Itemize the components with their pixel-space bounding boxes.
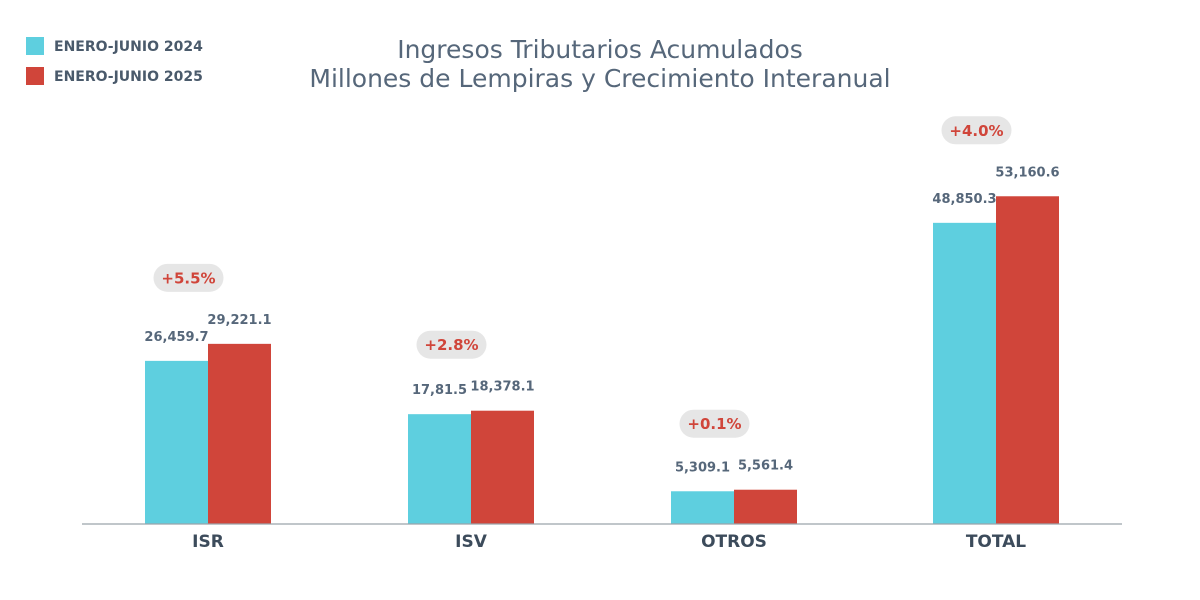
category-label-otros: OTROS <box>701 532 767 552</box>
growth-badge-isr <box>153 263 224 292</box>
growth-label-total: +4.0% <box>949 122 1003 140</box>
chart-marks: 26,459.7 29,221.1 ISR +5.5% 17,81.5 18,378.1 I… <box>144 116 1060 552</box>
legend-swatch-2024 <box>26 37 44 55</box>
bar-isv-2024 <box>408 414 471 524</box>
value-label-total-2025: 53,160.6 <box>995 165 1059 180</box>
bar-total-2024 <box>933 222 996 525</box>
bar-isv-2025 <box>471 410 534 524</box>
growth-badge-total <box>941 116 1012 145</box>
legend: ENERO-JUNIO 2024 ENERO-JUNIO 2025 <box>26 37 203 85</box>
legend-label-2024: ENERO-JUNIO 2024 <box>54 39 203 55</box>
chart-subtitle: Millones de Lempiras y Crecimiento Inter… <box>309 64 890 93</box>
bar-otros-2025 <box>734 489 797 524</box>
bar-isr-2025 <box>208 343 271 524</box>
value-label-isv-2025: 18,378.1 <box>470 380 534 395</box>
value-label-otros-2025: 5,561.4 <box>738 459 793 474</box>
bar-isr-2024 <box>145 360 208 524</box>
bar-total-2025 <box>996 196 1059 525</box>
growth-label-isr: +5.5% <box>161 269 215 287</box>
category-label-isr: ISR <box>192 532 224 552</box>
value-label-otros-2024: 5,309.1 <box>675 460 730 475</box>
growth-badge-otros <box>679 409 750 438</box>
value-label-isr-2024: 26,459.7 <box>144 330 208 345</box>
legend-swatch-2025 <box>26 67 44 85</box>
value-label-isr-2025: 29,221.1 <box>207 313 271 328</box>
legend-label-2025: ENERO-JUNIO 2025 <box>54 69 203 85</box>
category-label-total: TOTAL <box>966 532 1026 552</box>
growth-badge-isv <box>416 330 487 359</box>
category-label-isv: ISV <box>455 532 488 552</box>
bar-otros-2024 <box>671 491 734 524</box>
value-label-total-2024: 48,850.3 <box>932 192 996 207</box>
growth-label-isv: +2.8% <box>424 336 478 354</box>
value-label-isv-2024: 17,81.5 <box>412 383 467 398</box>
chart-title: Ingresos Tributarios Acumulados <box>397 35 803 64</box>
growth-label-otros: +0.1% <box>687 415 741 433</box>
